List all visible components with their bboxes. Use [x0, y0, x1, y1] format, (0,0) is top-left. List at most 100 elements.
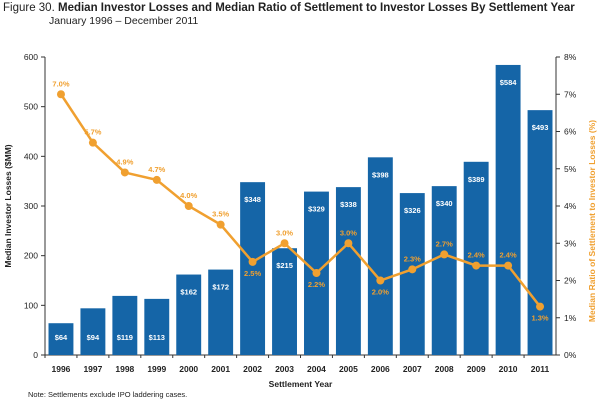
ratio-point-label: 2.2%	[308, 280, 325, 289]
ratio-point-2002	[248, 257, 257, 266]
ratio-point-2005	[344, 239, 353, 248]
y2-tick-label: 0%	[564, 350, 577, 360]
bar-2006	[367, 157, 393, 355]
bar-2002	[240, 182, 266, 355]
ratio-point-2010	[504, 261, 513, 270]
ratio-point-1996	[56, 90, 65, 99]
ratio-point-label: 2.4%	[500, 251, 517, 260]
bar-2010	[495, 64, 521, 356]
ratio-point-label: 2.7%	[436, 239, 453, 248]
y2-tick-label: 1%	[564, 313, 577, 323]
bar-value-label: $584	[500, 78, 518, 87]
ratio-point-2006	[376, 276, 385, 285]
bar-2007	[399, 193, 425, 355]
ratio-point-label: 1.3%	[531, 314, 548, 323]
bar-2003	[272, 248, 297, 355]
y2-tick-label: 4%	[564, 201, 577, 211]
bar-value-label: $172	[212, 283, 229, 292]
y2-tick-label: 8%	[564, 52, 577, 62]
ratio-point-label: 5.7%	[84, 128, 101, 137]
ratio-point-2001	[216, 220, 225, 229]
ratio-point-label: 3.5%	[212, 210, 229, 219]
bar-value-label: $64	[55, 333, 68, 342]
ratio-point-1997	[88, 138, 97, 147]
bar-value-label: $329	[308, 205, 325, 214]
x-axis-title: Settlement Year	[269, 379, 333, 389]
x-tick-label: 1998	[115, 364, 134, 374]
ratio-point-2008	[440, 250, 449, 259]
bar-value-label: $340	[436, 199, 453, 208]
bar-value-label: $119	[117, 333, 133, 342]
bar-1996	[48, 323, 74, 355]
ratio-point-2004	[312, 269, 321, 278]
ratio-point-2007	[408, 265, 417, 274]
ratio-point-label: 3.0%	[340, 228, 357, 237]
x-tick-label: 2010	[499, 364, 518, 374]
bar-value-label: $398	[372, 170, 389, 179]
y2-tick-label: 6%	[564, 127, 577, 137]
y-tick-label: 100	[24, 300, 38, 310]
y-axis-title: Median Investor Losses ($MM)	[3, 144, 13, 267]
bar-2008	[431, 186, 457, 355]
ratio-point-2009	[472, 261, 481, 270]
x-tick-label: 1999	[147, 364, 166, 374]
y-tick-label: 400	[24, 151, 38, 161]
y-tick-label: 600	[24, 52, 38, 62]
x-tick-label: 2008	[435, 364, 454, 374]
ratio-point-label: 4.7%	[148, 165, 165, 174]
bar-value-label: $326	[404, 206, 421, 215]
bar-value-label: $493	[532, 123, 549, 132]
bar-value-label: $338	[340, 200, 357, 209]
bar-2000	[176, 274, 202, 355]
bar-2011	[527, 110, 553, 355]
y-tick-label: 300	[24, 201, 38, 211]
y2-tick-label: 7%	[564, 89, 577, 99]
ratio-point-2000	[184, 202, 193, 210]
x-tick-label: 2004	[307, 364, 326, 374]
x-tick-label: 2009	[467, 364, 486, 374]
y2-axis-title: Median Ratio of Settlement to Investor L…	[587, 120, 597, 322]
x-tick-label: 2003	[275, 364, 294, 374]
ratio-point-label: 2.3%	[404, 254, 421, 263]
chart-subtitle: January 1996 – December 2011	[49, 15, 199, 27]
x-tick-label: 2002	[243, 364, 262, 374]
ratio-point-label: 4.0%	[180, 191, 197, 200]
x-tick-label: 2005	[339, 364, 358, 374]
x-tick-label: 1996	[52, 364, 71, 374]
chart-note: Note: Settlements exclude IPO laddering …	[28, 390, 188, 399]
figure-title-line: Figure 30. Median Investor Losses and Me…	[3, 2, 575, 14]
bar-1999	[144, 298, 170, 355]
y-tick-label: 0	[33, 350, 38, 360]
x-tick-label: 2001	[211, 364, 230, 374]
bar-2001	[208, 269, 234, 355]
ratio-point-1999	[152, 175, 161, 184]
bar-value-label: $389	[468, 175, 485, 184]
x-tick-label: 2007	[403, 364, 422, 374]
bar-value-label: $215	[276, 261, 293, 270]
y2-tick-label: 3%	[564, 238, 577, 248]
bar-value-label: $348	[244, 195, 261, 204]
x-tick-label: 1997	[83, 364, 102, 374]
ratio-line	[59, 93, 542, 308]
y2-tick-label: 2%	[564, 276, 577, 286]
bar-2005	[335, 187, 361, 355]
bar-1997	[80, 308, 106, 355]
y2-tick-label: 5%	[564, 164, 577, 174]
ratio-point-label: 3.0%	[276, 228, 293, 237]
ratio-point-label: 2.0%	[372, 288, 389, 297]
bar-value-label: $162	[180, 288, 197, 297]
ratio-point-label: 2.4%	[468, 251, 485, 260]
ratio-point-label: 2.5%	[244, 269, 261, 278]
bar-1998	[112, 295, 138, 355]
figure-label: Figure 30.	[3, 2, 55, 14]
ratio-point-label: 4.9%	[116, 157, 133, 166]
ratio-point-2011	[536, 302, 545, 311]
x-tick-label: 2000	[179, 364, 198, 374]
x-tick-label: 2011	[531, 364, 550, 374]
ratio-point-1998	[120, 168, 129, 177]
ratio-point-2003	[280, 239, 289, 248]
x-tick-label: 2006	[371, 364, 390, 374]
bar-value-label: $94	[87, 333, 100, 342]
